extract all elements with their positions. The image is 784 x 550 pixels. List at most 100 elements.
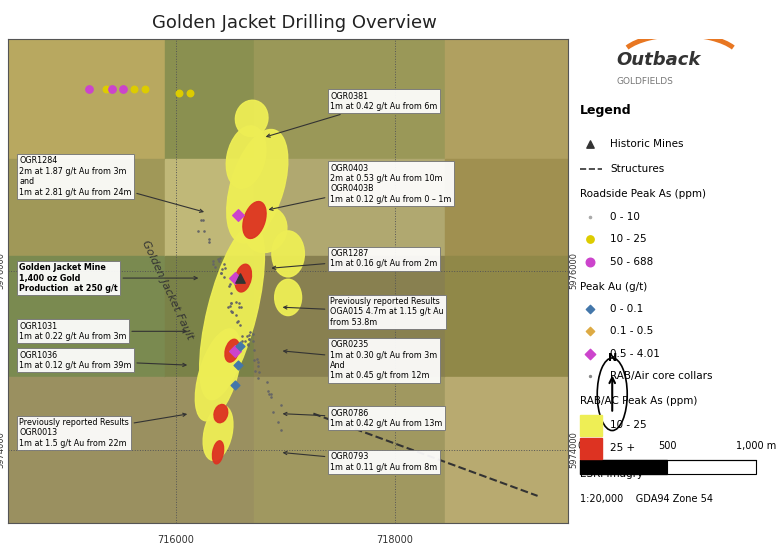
Text: 25 +: 25 + [610, 443, 635, 453]
Bar [165, 377, 412, 522]
Text: OGR0235
1m at 0.30 g/t Au from 3m
And
1m at 0.45 g/t from 12m: OGR0235 1m at 0.30 g/t Au from 3m And 1m… [284, 340, 437, 381]
Point [213, 256, 226, 265]
Text: Historic Mines: Historic Mines [610, 139, 684, 148]
Point [232, 299, 245, 307]
Ellipse shape [195, 329, 241, 421]
Text: 5974000: 5974000 [569, 431, 579, 469]
Point [83, 85, 96, 94]
Text: 0 - 0.1: 0 - 0.1 [610, 304, 644, 314]
Ellipse shape [200, 224, 264, 400]
Text: 5976000: 5976000 [569, 252, 579, 289]
Point [105, 85, 118, 94]
Point [248, 345, 260, 354]
Text: OGR0793
1m at 0.11 g/t Au from 8m: OGR0793 1m at 0.11 g/t Au from 8m [284, 452, 437, 472]
Text: N: N [608, 353, 617, 363]
Point [241, 340, 254, 349]
Point [230, 311, 242, 320]
Text: OGR1036
1m at 0.12 g/t Au from 39m: OGR1036 1m at 0.12 g/t Au from 39m [19, 351, 186, 370]
Point [230, 317, 243, 326]
Point [584, 371, 597, 380]
Point [249, 366, 262, 375]
Point [203, 235, 216, 244]
Point [260, 377, 273, 386]
Text: RAB/AC Peak As (ppm): RAB/AC Peak As (ppm) [580, 396, 698, 406]
Ellipse shape [272, 231, 304, 277]
Bar [445, 377, 784, 522]
Point [225, 288, 238, 297]
Text: OGR1284
2m at 1.87 g/t Au from 3m
and
1m at 2.81 g/t Au from 24m: OGR1284 2m at 1.87 g/t Au from 3m and 1m… [19, 156, 203, 212]
Text: OGR1287
1m at 0.16 g/t Au from 2m: OGR1287 1m at 0.16 g/t Au from 2m [273, 249, 437, 270]
Point [222, 303, 234, 312]
Point [262, 387, 274, 396]
Point [231, 316, 244, 325]
Point [214, 254, 227, 263]
Point [192, 227, 205, 235]
Ellipse shape [243, 201, 266, 239]
Point [274, 400, 287, 409]
Point [234, 274, 247, 283]
Point [234, 302, 247, 311]
Point [217, 260, 230, 268]
Point [229, 380, 241, 389]
Point [271, 418, 284, 427]
Point [248, 356, 260, 365]
Text: 0: 0 [577, 441, 583, 452]
Point [234, 320, 247, 329]
Point [212, 255, 225, 263]
Text: Previously reported Results
OGR0013
1m at 1.5 g/t Au from 22m: Previously reported Results OGR0013 1m a… [19, 413, 186, 448]
Ellipse shape [235, 264, 252, 292]
Text: 0.5 - 4.01: 0.5 - 4.01 [610, 349, 660, 359]
Text: 5974000: 5974000 [0, 431, 5, 469]
Ellipse shape [227, 129, 288, 243]
Text: 0.1 - 0.5: 0.1 - 0.5 [610, 326, 654, 336]
Point [225, 298, 238, 307]
Bar [255, 160, 691, 256]
Point [117, 85, 129, 94]
Bar [255, 377, 691, 522]
Point [183, 89, 196, 97]
Text: Previously reported Results
OGA015 4.7m at 1.15 g/t Au
from 53.8m: Previously reported Results OGA015 4.7m … [284, 297, 444, 327]
Point [230, 298, 242, 307]
Point [194, 216, 207, 224]
Point [202, 238, 215, 247]
Point [226, 308, 238, 317]
Point [234, 342, 247, 350]
Point [128, 85, 140, 94]
Point [241, 331, 253, 340]
Text: 500: 500 [658, 441, 677, 452]
Text: 1:20,000    GDA94 Zone 54: 1:20,000 GDA94 Zone 54 [580, 494, 713, 504]
Point [224, 307, 237, 316]
Point [584, 349, 597, 358]
Point [229, 274, 241, 283]
Bar [580, 460, 667, 474]
Text: 718000: 718000 [376, 535, 413, 544]
Point [584, 235, 597, 244]
Point [584, 257, 597, 266]
Ellipse shape [245, 207, 287, 252]
Point [584, 139, 597, 148]
Text: Roadside Peak As (ppm): Roadside Peak As (ppm) [580, 189, 706, 199]
Point [223, 279, 236, 288]
Point [198, 226, 210, 235]
Point [265, 390, 278, 399]
Ellipse shape [227, 126, 266, 188]
Point [252, 367, 265, 376]
Point [197, 215, 209, 224]
Text: 50 - 688: 50 - 688 [610, 257, 654, 267]
Bar [255, 39, 691, 160]
Ellipse shape [225, 339, 239, 362]
Ellipse shape [203, 405, 233, 460]
Point [267, 408, 279, 417]
Bar [255, 256, 691, 377]
Point [264, 393, 277, 402]
Bar [580, 438, 602, 459]
Bar [445, 256, 784, 377]
Point [275, 426, 288, 434]
Point [224, 302, 237, 311]
Bar [165, 256, 412, 377]
Bar [445, 39, 784, 160]
Point [207, 256, 220, 265]
Bar [8, 256, 165, 377]
Point [241, 339, 254, 348]
Ellipse shape [212, 441, 223, 464]
